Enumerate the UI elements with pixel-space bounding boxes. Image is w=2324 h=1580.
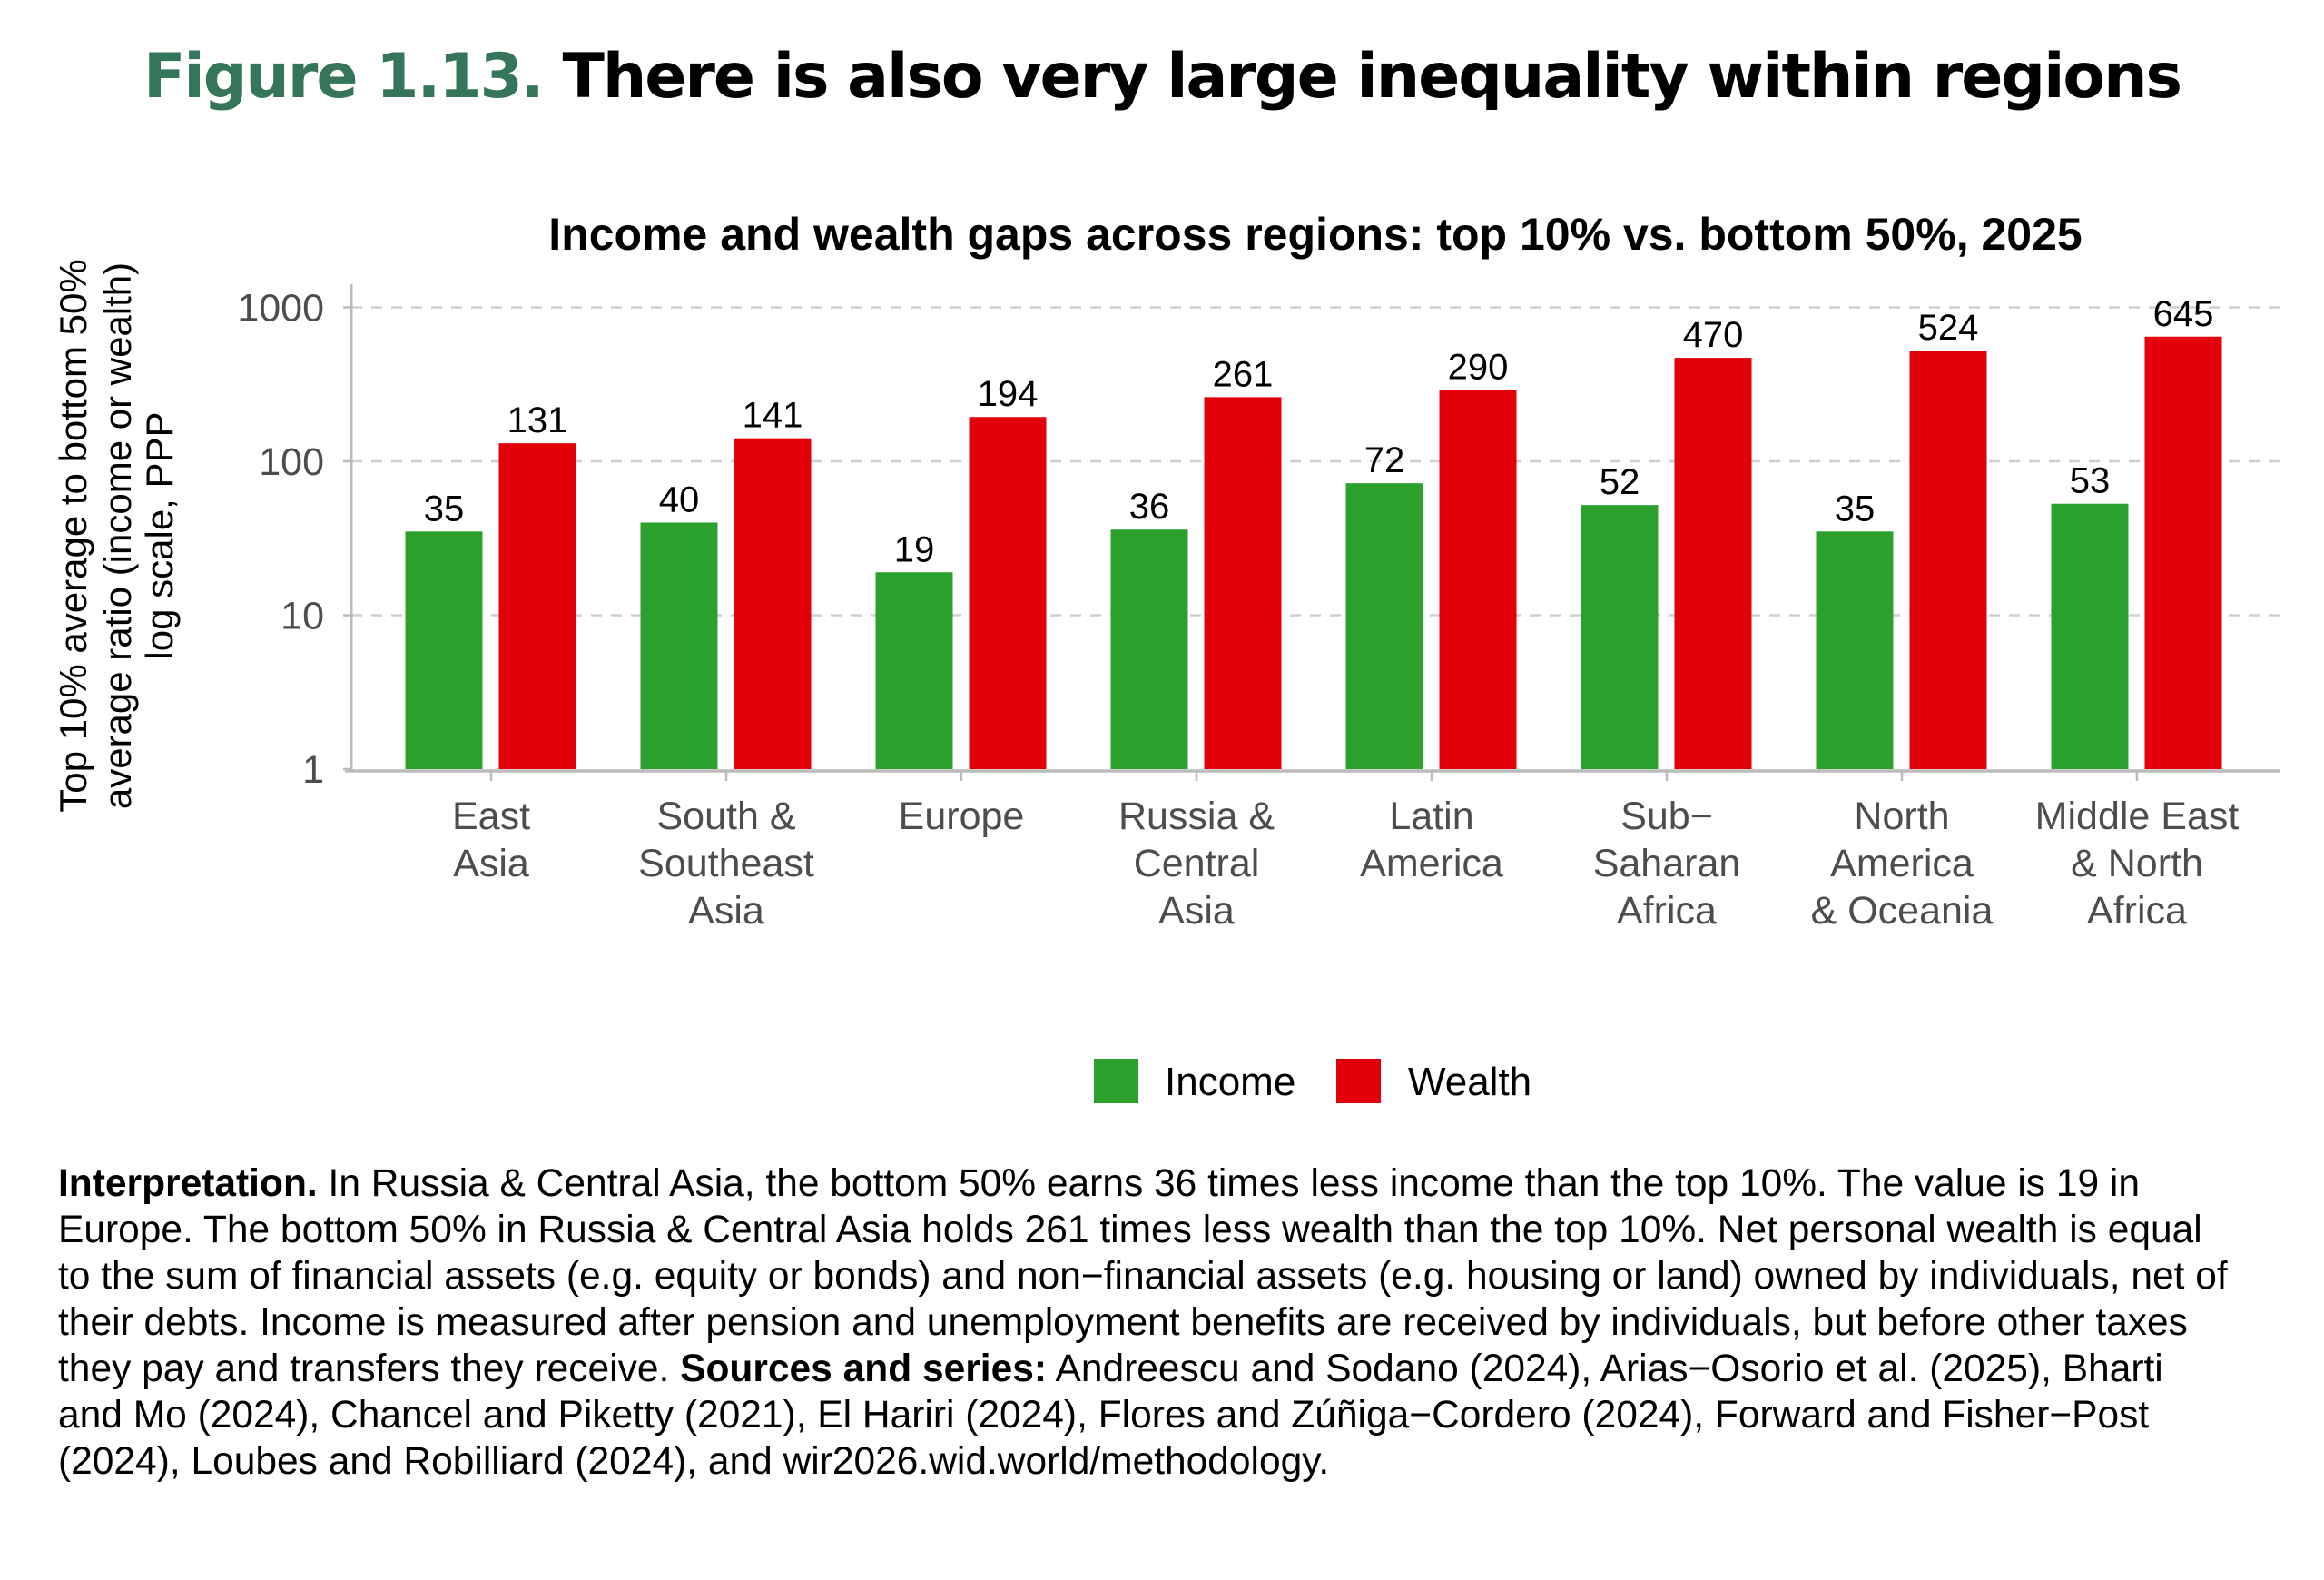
- bar-income: [1816, 531, 1894, 769]
- data-label: 40: [659, 479, 700, 519]
- x-tick-label: Latin: [1389, 795, 1473, 838]
- data-label: 194: [978, 374, 1039, 414]
- y-axis-label-line: average ratio (income or wealth): [96, 262, 139, 809]
- bar-wealth: [734, 438, 812, 769]
- data-label: 72: [1364, 440, 1405, 480]
- bar-income: [640, 522, 718, 769]
- sources-label: Sources and series:: [680, 1348, 1048, 1390]
- x-tick-label: Southeast: [638, 842, 814, 885]
- x-tick-label: Asia: [688, 889, 764, 933]
- bar-wealth: [498, 443, 576, 769]
- x-tick-label: Asia: [453, 842, 529, 885]
- interpretation-text: In Russia & Central Asia, the bottom 50%…: [58, 1162, 2228, 1390]
- y-axis-label-line: log scale, PPP: [138, 411, 181, 659]
- bar-income: [2051, 503, 2129, 769]
- x-tick-label: Africa: [1617, 889, 1717, 933]
- bar-wealth: [2144, 336, 2222, 769]
- data-label: 261: [1213, 354, 1274, 394]
- data-label: 141: [743, 396, 803, 436]
- x-tick-label: Europe: [899, 795, 1025, 838]
- bar-income: [1110, 529, 1188, 769]
- data-label: 470: [1683, 315, 1744, 355]
- legend-swatch-wealth: [1336, 1059, 1381, 1103]
- figure-heading: There is also very large inequality with…: [562, 41, 2182, 113]
- data-label: 524: [1918, 308, 1979, 348]
- data-label: 53: [2070, 461, 2111, 501]
- data-label: 35: [424, 489, 465, 528]
- bar-income: [1345, 483, 1423, 769]
- sources-text: Andreescu and Sodano (2024), Arias−Osori…: [58, 1348, 2163, 1483]
- x-tick-label: Middle East: [2035, 795, 2240, 838]
- data-label: 36: [1129, 487, 1170, 527]
- data-label: 19: [894, 529, 935, 569]
- data-label: 290: [1448, 348, 1509, 388]
- bar-income: [405, 531, 483, 769]
- x-tick-label: Sub−: [1620, 795, 1713, 838]
- bar-chart: Income and wealth gaps across regions: t…: [52, 209, 2280, 1104]
- x-tick-label: Africa: [2087, 889, 2187, 933]
- bar-wealth: [1439, 390, 1517, 769]
- interpretation-note: Interpretation. In Russia & Central Asia…: [58, 1160, 2237, 1485]
- y-tick-label: 1000: [237, 287, 324, 331]
- x-tick-label: Russia &: [1118, 795, 1275, 838]
- y-tick-label: 10: [281, 595, 324, 638]
- y-tick-label: 1: [302, 748, 324, 792]
- data-label: 645: [2153, 294, 2214, 334]
- x-tick-label: Central: [1134, 842, 1260, 885]
- data-label: 131: [507, 400, 568, 440]
- y-axis-label: Top 10% average to bottom 50%average rat…: [52, 259, 181, 812]
- bar-wealth: [969, 417, 1047, 769]
- x-tick-label: & Oceania: [1811, 889, 1994, 933]
- x-tick-label: & North: [2071, 842, 2203, 885]
- legend-swatch-income: [1094, 1059, 1138, 1103]
- x-tick-label: Asia: [1158, 889, 1235, 933]
- x-tick-label: America: [1830, 842, 1974, 885]
- bar-wealth: [1204, 397, 1282, 769]
- data-label: 52: [1600, 462, 1640, 502]
- legend-label: Wealth: [1408, 1060, 1531, 1104]
- figure-title: Figure 1.13. There is also very large in…: [0, 41, 2324, 113]
- chart-title: Income and wealth gaps across regions: t…: [548, 209, 2082, 260]
- y-tick-label: 100: [259, 440, 324, 484]
- bar-income: [875, 572, 953, 769]
- y-axis-label-line: Top 10% average to bottom 50%: [52, 259, 94, 812]
- bar-wealth: [1909, 351, 1987, 769]
- x-tick-label: North: [1854, 795, 1949, 838]
- x-tick-label: East: [452, 795, 530, 838]
- bar-wealth: [1674, 358, 1752, 769]
- bar-income: [1581, 505, 1659, 769]
- x-tick-label: America: [1360, 842, 1503, 885]
- x-tick-label: Saharan: [1593, 842, 1741, 885]
- interpretation-label: Interpretation.: [58, 1162, 318, 1205]
- x-tick-label: South &: [657, 795, 796, 838]
- figure-number: Figure 1.13.: [143, 41, 545, 113]
- data-label: 35: [1835, 489, 1876, 528]
- legend-label: Income: [1165, 1060, 1295, 1104]
